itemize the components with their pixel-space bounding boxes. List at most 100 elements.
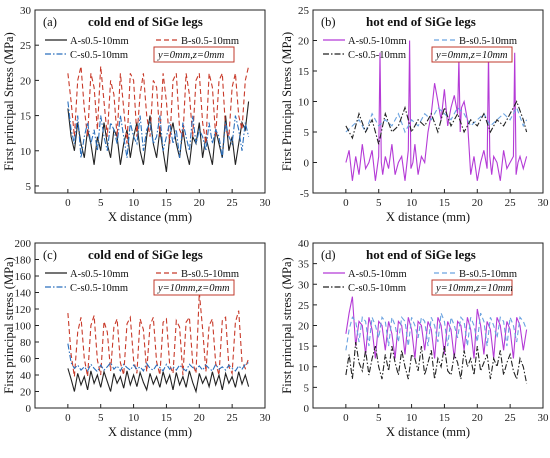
x-tick-label: 25 — [505, 412, 517, 424]
legend-entry-c: C-s0.5-10mm — [348, 283, 406, 294]
y-tick-label: 120 — [15, 304, 32, 316]
y-tick-label: 40 — [298, 238, 310, 250]
y-tick-label: 80 — [20, 337, 32, 349]
legend-entry-a: A-s0.5-10mm — [70, 36, 129, 47]
legend-entry-b: B-s0.5-10mm — [459, 269, 517, 280]
legend: A-s0.5-10mm B-s0.5-10mm C-s0.5-10mm y=10mm,… — [323, 269, 517, 296]
series-a-line — [345, 296, 528, 359]
x-tick-label: 0 — [65, 197, 71, 209]
y-axis-label: First principal stress (MPa) — [2, 257, 16, 393]
panel-title: cold end of SiGe legs — [88, 14, 203, 29]
y-tick-label: 0 — [26, 403, 32, 415]
legend: A-s0.5-10mm B-s0.5-10mm C-s0.5-10mm y=0mm,z… — [45, 36, 239, 63]
y-tick-label: 25 — [298, 300, 310, 312]
panel-label: (a) — [43, 15, 57, 29]
series-b-line — [345, 312, 528, 351]
y-tick-label: 0 — [304, 403, 310, 415]
y-tick-label: -5 — [300, 188, 310, 200]
y-tick-label: 15 — [20, 111, 32, 123]
legend-entry-a: A-s0.5-10mm — [70, 269, 129, 280]
x-tick-label: 20 — [194, 412, 206, 424]
panel-b: 0 5 10 15 20 25 30 -5 0 5 10 15 20 25 X distance (mm) F… — [280, 5, 549, 224]
panel-a: 0 5 10 15 20 25 30 5 10 15 20 25 30 X distance (mm) Fi… — [2, 5, 271, 224]
y-tick-label: 10 — [298, 97, 310, 109]
y-tick-label: 20 — [20, 75, 32, 87]
x-tick-label: 5 — [376, 197, 382, 209]
x-tick-label: 15 — [439, 412, 451, 424]
x-axis-label: X distance (mm) — [108, 425, 192, 439]
y-tick-label: 10 — [298, 362, 310, 374]
y-tick-label: 5 — [304, 127, 310, 139]
y-tick-label: 15 — [298, 341, 310, 353]
x-tick-label: 10 — [128, 197, 140, 209]
x-tick-label: 25 — [505, 197, 517, 209]
y-tick-label: 20 — [20, 387, 32, 399]
y-tick-label: 160 — [15, 271, 32, 283]
x-tick-label: 20 — [472, 197, 484, 209]
legend-entry-a: A-s0.5-10mm — [348, 36, 407, 47]
x-tick-label: 5 — [376, 412, 382, 424]
series-a-line — [67, 368, 250, 394]
series-a-line — [67, 101, 250, 172]
y-tick-label: 100 — [15, 321, 32, 333]
x-axis-label: X distance (mm) — [108, 210, 192, 224]
condition-box — [431, 46, 513, 63]
series-c-line — [345, 341, 528, 384]
x-axis-label: X distance (mm) — [386, 210, 470, 224]
x-tick-label: 30 — [538, 412, 550, 424]
x-tick-label: 25 — [227, 412, 239, 424]
y-tick-label: 40 — [20, 370, 32, 382]
condition-box — [153, 46, 235, 63]
y-tick-label: 20 — [298, 321, 310, 333]
x-tick-label: 25 — [227, 197, 239, 209]
x-tick-label: 0 — [65, 412, 71, 424]
x-tick-label: 30 — [260, 197, 272, 209]
panel-label: (d) — [321, 248, 336, 262]
legend-entry-b: B-s0.5-10mm — [459, 36, 517, 47]
condition-label: y=10mm,z=0mm — [157, 283, 230, 294]
x-tick-label: 0 — [343, 412, 349, 424]
series-b-line — [67, 292, 250, 377]
y-tick-label: 5 — [26, 181, 32, 193]
y-tick-label: 5 — [304, 382, 310, 394]
series-a-line — [345, 40, 528, 181]
legend-entry-c: C-s0.5-10mm — [70, 50, 128, 61]
panel-title: cold end of SiGe legs — [88, 247, 203, 262]
y-tick-label: 140 — [15, 288, 32, 300]
condition-label: y=0mm,z=0mm — [157, 50, 225, 61]
y-tick-label: 30 — [20, 5, 32, 17]
series-b-line — [345, 106, 528, 134]
x-tick-label: 20 — [472, 412, 484, 424]
condition-box — [431, 279, 513, 296]
x-tick-label: 10 — [128, 412, 140, 424]
condition-box — [153, 279, 235, 296]
y-tick-label: 0 — [304, 158, 310, 170]
x-tick-label: 10 — [406, 412, 418, 424]
y-tick-label: 30 — [298, 279, 310, 291]
y-tick-label: 10 — [20, 146, 32, 158]
series-c-line — [345, 100, 528, 145]
y-tick-label: 200 — [15, 238, 32, 250]
y-axis-label: First principal Stress (MPa) — [2, 32, 16, 171]
x-tick-label: 30 — [538, 197, 550, 209]
x-tick-label: 5 — [98, 412, 104, 424]
legend-entry-b: B-s0.5-10mm — [181, 269, 239, 280]
panel-label: (b) — [321, 15, 336, 29]
legend-entry-a: A-s0.5-10mm — [348, 269, 407, 280]
panel-label: (c) — [43, 248, 57, 262]
series-c-line — [67, 343, 249, 373]
series-b-line — [67, 66, 250, 144]
legend-entry-c: C-s0.5-10mm — [70, 283, 128, 294]
x-tick-label: 15 — [161, 197, 173, 209]
x-tick-label: 10 — [406, 197, 418, 209]
legend: A-s0.5-10mm B-s0.5-10mm C-s0.5-10mm y=10mm,… — [45, 269, 239, 296]
legend: A-s0.5-10mm B-s0.5-10mm C-s0.5-10mm y=0mm,z… — [323, 36, 517, 63]
x-tick-label: 20 — [194, 197, 206, 209]
y-axis-label: First principal stress (MPa) — [280, 257, 294, 393]
x-axis-label: X distance (mm) — [386, 425, 470, 439]
y-tick-label: 20 — [298, 36, 310, 48]
legend-entry-c: C-s0.5-10mm — [348, 50, 406, 61]
axes-frame — [34, 9, 266, 194]
series-c-line — [67, 101, 250, 158]
